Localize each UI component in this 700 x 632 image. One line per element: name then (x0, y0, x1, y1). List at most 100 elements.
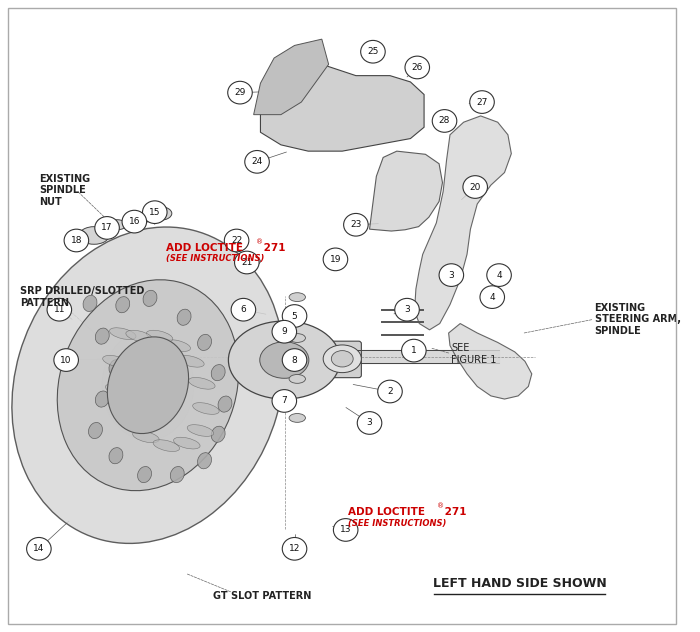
Circle shape (282, 305, 307, 327)
Ellipse shape (244, 257, 260, 265)
Circle shape (234, 251, 259, 274)
Ellipse shape (188, 377, 215, 389)
Ellipse shape (174, 437, 200, 449)
Ellipse shape (164, 340, 190, 351)
Circle shape (27, 537, 51, 560)
Circle shape (282, 349, 307, 372)
Text: 4: 4 (489, 293, 495, 301)
Text: SRP DRILLED/SLOTTED
PATTERN: SRP DRILLED/SLOTTED PATTERN (20, 286, 145, 308)
Circle shape (143, 201, 167, 224)
Ellipse shape (88, 422, 102, 439)
Text: 7: 7 (281, 396, 287, 406)
Ellipse shape (153, 440, 180, 451)
Ellipse shape (102, 331, 194, 440)
Ellipse shape (211, 426, 225, 442)
Polygon shape (370, 151, 442, 231)
Text: 3: 3 (449, 270, 454, 279)
Circle shape (122, 210, 146, 233)
Text: 10: 10 (60, 356, 72, 365)
Ellipse shape (197, 334, 211, 351)
Text: 19: 19 (330, 255, 341, 264)
Ellipse shape (228, 321, 340, 399)
FancyBboxPatch shape (269, 341, 361, 378)
Circle shape (486, 264, 511, 286)
Ellipse shape (177, 309, 191, 325)
Text: (SEE INSTRUCTIONS): (SEE INSTRUCTIONS) (167, 253, 265, 262)
Text: 13: 13 (340, 525, 351, 535)
Text: 9: 9 (281, 327, 287, 336)
Text: 23: 23 (350, 221, 362, 229)
Ellipse shape (331, 351, 354, 367)
Text: 1: 1 (411, 346, 416, 355)
Polygon shape (414, 116, 511, 330)
Circle shape (272, 320, 297, 343)
Text: 25: 25 (368, 47, 379, 56)
Ellipse shape (178, 355, 204, 367)
Ellipse shape (95, 328, 109, 344)
Ellipse shape (211, 365, 225, 380)
Ellipse shape (143, 290, 157, 307)
Text: ®: ® (437, 504, 444, 510)
Text: EXISTING
SPINDLE
NUT: EXISTING SPINDLE NUT (39, 174, 90, 207)
Text: 2: 2 (387, 387, 393, 396)
Ellipse shape (323, 345, 361, 373)
Ellipse shape (133, 431, 159, 442)
Text: 21: 21 (241, 258, 253, 267)
Text: 11: 11 (54, 305, 65, 314)
Text: 28: 28 (439, 116, 450, 125)
Circle shape (344, 214, 368, 236)
Text: ADD LOCTITE: ADD LOCTITE (167, 243, 244, 253)
Text: 271: 271 (441, 507, 467, 518)
Polygon shape (449, 324, 532, 399)
Ellipse shape (109, 360, 123, 375)
Ellipse shape (147, 207, 172, 221)
Circle shape (433, 109, 457, 132)
Ellipse shape (129, 213, 149, 224)
Ellipse shape (57, 280, 239, 490)
Text: 20: 20 (470, 183, 481, 191)
Polygon shape (253, 39, 328, 114)
Text: 271: 271 (260, 243, 286, 253)
Text: (SEE INSTRUCTIONS): (SEE INSTRUCTIONS) (348, 519, 446, 528)
Ellipse shape (95, 391, 109, 407)
Ellipse shape (218, 396, 232, 412)
Ellipse shape (116, 296, 130, 313)
Circle shape (245, 150, 270, 173)
Circle shape (323, 248, 348, 270)
Circle shape (272, 389, 297, 412)
Circle shape (480, 286, 505, 308)
Ellipse shape (146, 331, 173, 342)
Text: EXISTING
STEERING ARM,
SPINDLE: EXISTING STEERING ARM, SPINDLE (594, 303, 680, 336)
Ellipse shape (107, 337, 188, 434)
Ellipse shape (109, 328, 136, 339)
Text: 22: 22 (231, 236, 242, 245)
Ellipse shape (115, 411, 141, 423)
Ellipse shape (126, 331, 153, 342)
Ellipse shape (106, 384, 132, 396)
Text: 3: 3 (404, 305, 410, 314)
Circle shape (47, 298, 71, 321)
Circle shape (402, 339, 426, 362)
Text: ADD LOCTITE: ADD LOCTITE (348, 507, 425, 518)
Circle shape (94, 217, 119, 240)
Text: 12: 12 (289, 544, 300, 553)
Text: 8: 8 (292, 356, 298, 365)
Ellipse shape (138, 466, 151, 483)
Ellipse shape (12, 227, 284, 544)
Text: 5: 5 (292, 312, 298, 320)
Text: 24: 24 (251, 157, 262, 166)
Text: 27: 27 (476, 97, 488, 107)
Text: LEFT HAND SIDE SHOWN: LEFT HAND SIDE SHOWN (433, 577, 606, 590)
Ellipse shape (170, 466, 184, 483)
Polygon shape (260, 64, 424, 151)
Text: 16: 16 (129, 217, 140, 226)
Ellipse shape (193, 403, 219, 415)
Circle shape (54, 349, 78, 372)
Ellipse shape (108, 220, 126, 230)
Circle shape (282, 537, 307, 560)
Text: 3: 3 (367, 418, 372, 427)
Circle shape (333, 519, 358, 541)
Text: 17: 17 (102, 223, 113, 233)
Circle shape (64, 229, 89, 252)
Circle shape (405, 56, 430, 79)
